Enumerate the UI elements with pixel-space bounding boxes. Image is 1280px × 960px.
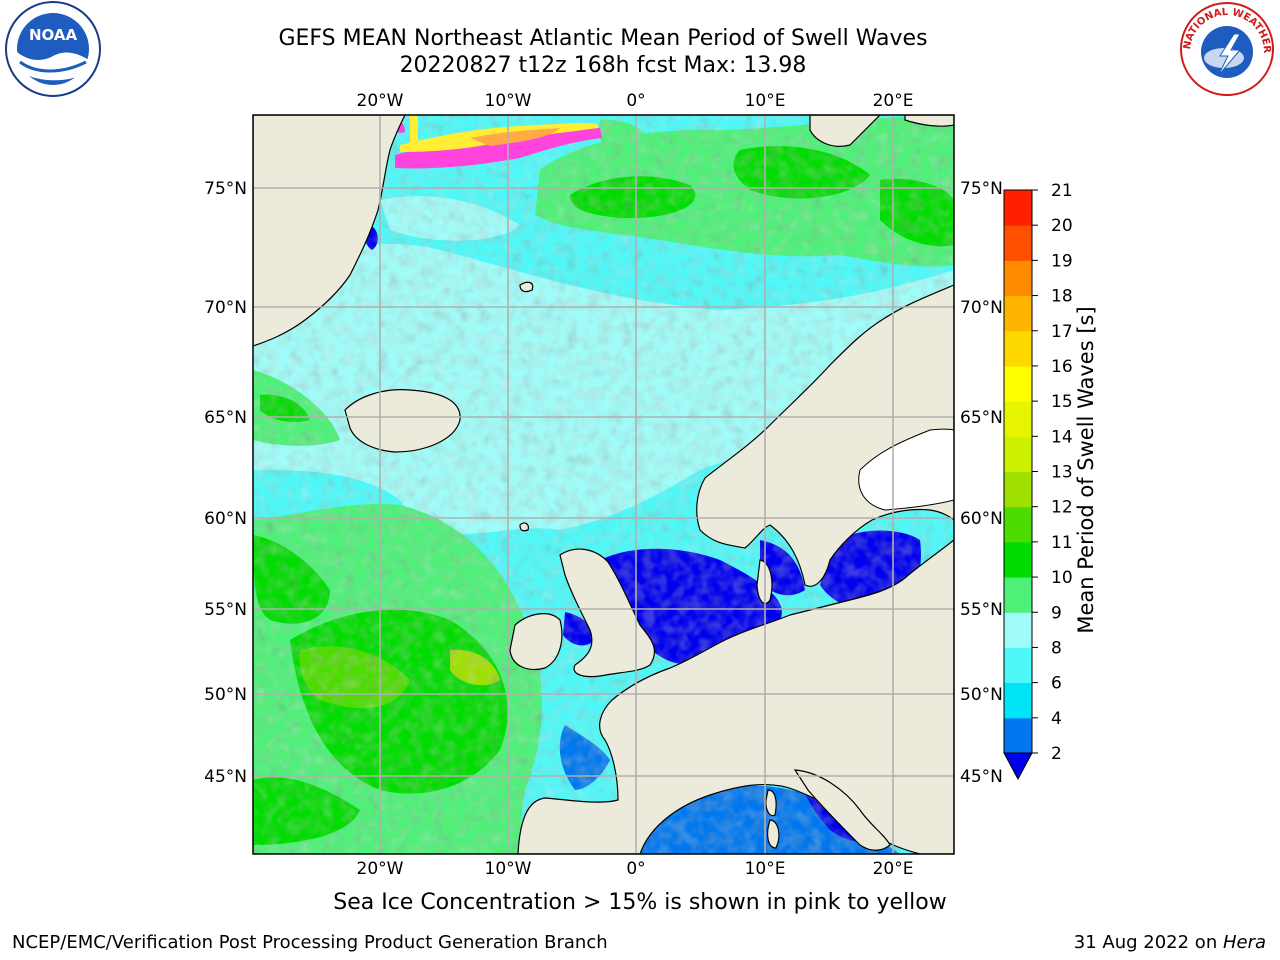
colorbar-tick-label: 14 [1051,427,1073,447]
colorbar-tick-label: 9 [1051,603,1062,623]
lat-label-right: 55°N [960,600,1003,620]
colorbar-tick-label: 18 [1051,287,1073,307]
colorbar-segment [1004,647,1032,684]
colorbar-segment [1004,401,1032,437]
chart-title: GEFS MEAN Northeast Atlantic Mean Period… [278,26,928,51]
land-svalbard [809,115,881,147]
colorbar-segment [1004,365,1032,402]
lon-label-bottom: 0° [626,859,645,879]
lon-label-top: 20°W [357,91,404,111]
sea-ice-region [390,115,602,169]
lon-label-top: 20°E [873,91,914,111]
lon-label-bottom: 20°W [357,859,404,879]
colorbar-segment [1004,612,1032,648]
colorbar-segment [1004,295,1032,332]
lon-label-bottom: 10°W [485,859,532,879]
colorbar-under-arrow [1003,752,1033,781]
lon-label-bottom: 20°E [873,859,914,879]
colorbar-segment [1004,190,1032,226]
noaa-logo-icon: NOAA [5,1,101,97]
colorbar-tick-label: 8 [1051,638,1062,658]
colorbar-tick-label: 20 [1051,216,1073,236]
colorbar-tick-label: 17 [1051,322,1073,342]
colorbar-segment [1004,541,1032,578]
host-name: Hera [1222,932,1266,953]
colorbar-tick-label: 12 [1051,498,1073,518]
colorbar-segment [1004,436,1032,472]
lat-label-left: 50°N [204,685,247,705]
lat-label-left: 60°N [204,509,247,529]
colorbar-segment [1004,577,1032,613]
colorbar-tick-label: 10 [1051,568,1073,588]
colorbar-tick-label: 6 [1051,674,1062,694]
land-ireland [509,613,563,671]
colorbar-tick-label: 19 [1051,251,1073,271]
colorbar-segment [1004,260,1032,297]
lat-label-left: 70°N [204,298,247,318]
lat-label-right: 70°N [960,298,1003,318]
colorbar-tick-label: 4 [1051,709,1062,729]
lat-label-left: 55°N [204,600,247,620]
colorbar-tick-label: 21 [1051,181,1073,201]
land-greenland [253,115,406,347]
colorbar-segment [1004,506,1032,543]
lat-label-right: 65°N [960,408,1003,428]
colorbar-tick-label: 11 [1051,533,1073,553]
colorbar-segment [1004,471,1032,508]
colorbar-segment [1004,225,1032,261]
land-scandinavia [696,284,954,587]
colorbar: 2 4 6 8 9 10 11 12 13 14 15 16 17 18 19 20 21 [1003,181,1073,781]
lon-label-top: 10°E [745,91,786,111]
lat-label-left: 45°N [204,767,247,787]
run-date: 31 Aug 2022 on Hera [1074,932,1266,953]
land-iceland [344,389,461,453]
colorbar-segment [1004,717,1032,754]
map-frame [252,114,955,855]
lon-label-top: 10°W [485,91,532,111]
nws-logo-icon: NATIONAL WEATHER SERVICE [1176,0,1274,96]
colorbar-tick-label: 15 [1051,392,1073,412]
lon-label-top: 0° [626,91,645,111]
lat-label-right: 60°N [960,509,1003,529]
lat-label-right: 75°N [960,179,1003,199]
colorbar-segment [1004,330,1032,367]
land-great-britain [559,548,655,678]
lat-label-right: 50°N [960,685,1003,705]
sea-ice-note: Sea Ice Concentration > 15% is shown in … [333,890,947,915]
lat-label-right: 45°N [960,767,1003,787]
lat-label-left: 65°N [204,408,247,428]
noaa-logo-text: NOAA [29,26,78,44]
graticule [253,115,954,854]
colorbar-tick-label: 2 [1051,744,1062,764]
producer-credit: NCEP/EMC/Verification Post Processing Pr… [12,932,608,953]
lat-label-left: 75°N [204,179,247,199]
colorbar-label: Mean Period of Swell Waves [s] [1074,306,1098,634]
colorbar-segment [1004,682,1032,719]
colorbar-tick-label: 13 [1051,463,1073,483]
forecast-subtitle: 20220827 t12z 168h fcst Max: 13.98 [399,53,807,78]
lon-label-bottom: 10°E [745,859,786,879]
masked-lake-region [858,428,954,511]
run-date-text: 31 Aug 2022 on [1073,932,1223,953]
colorbar-tick-label: 16 [1051,357,1073,377]
